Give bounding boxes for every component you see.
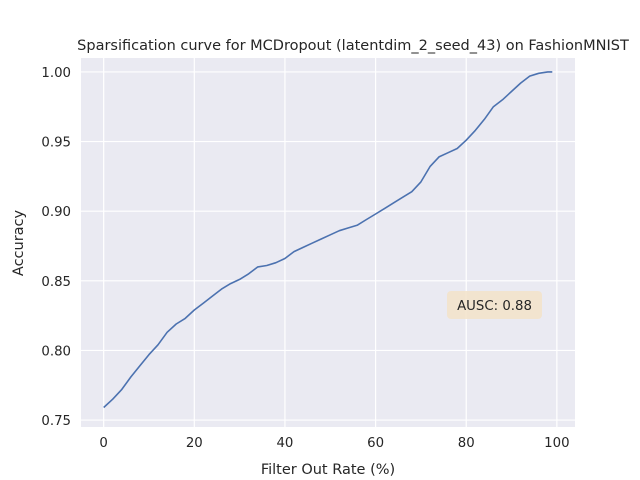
y-tick-labels: 0.75 0.80 0.85 0.90 0.95 1.00 xyxy=(41,66,71,429)
plot-area xyxy=(81,58,575,427)
y-axis-label: Accuracy xyxy=(11,209,27,276)
x-tick-label: 100 xyxy=(544,436,569,451)
x-tick-label: 60 xyxy=(367,436,384,451)
y-tick-label: 0.90 xyxy=(41,205,71,220)
y-tick-label: 0.80 xyxy=(41,344,71,359)
annotation-text: AUSC: 0.88 xyxy=(457,299,532,314)
series-layer xyxy=(103,71,553,409)
x-tick-label: 80 xyxy=(458,436,475,451)
accuracy-series-line xyxy=(103,71,553,409)
x-axis-label: Filter Out Rate (%) xyxy=(261,462,395,478)
chart-title: Sparsification curve for MCDropout (late… xyxy=(77,38,629,54)
x-tick-label: 20 xyxy=(186,436,203,451)
x-tick-label: 0 xyxy=(99,436,107,451)
x-tick-label: 40 xyxy=(276,436,293,451)
ausc-annotation: AUSC: 0.88 xyxy=(447,291,542,319)
y-tick-label: 0.85 xyxy=(41,275,71,290)
y-tick-label: 1.00 xyxy=(41,66,71,81)
annotation-box xyxy=(447,291,542,319)
x-tick-labels: 0 20 40 60 80 100 xyxy=(99,436,569,451)
y-tick-label: 0.95 xyxy=(41,136,71,151)
grid-lines xyxy=(81,58,575,427)
y-tick-label: 0.75 xyxy=(41,414,71,429)
